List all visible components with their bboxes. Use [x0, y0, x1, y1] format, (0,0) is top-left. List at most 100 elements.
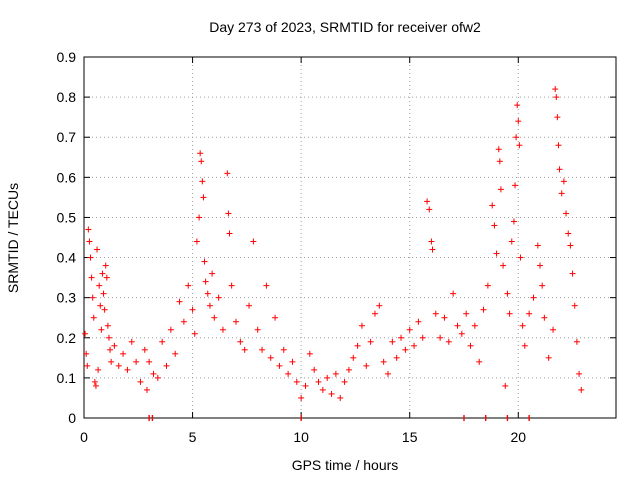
data-point [167, 326, 174, 333]
data-point [576, 370, 583, 377]
data-point [105, 334, 112, 341]
data-point [445, 338, 452, 345]
data-point [450, 290, 457, 297]
axis-ticks [83, 56, 616, 419]
data-point [94, 246, 101, 253]
data-point [191, 330, 198, 337]
data-point [180, 318, 187, 325]
data-point [102, 262, 109, 269]
data-point [302, 382, 309, 389]
data-point [537, 262, 543, 269]
data-point [276, 362, 283, 369]
data-point [197, 150, 204, 157]
data-point [406, 326, 413, 333]
data-point [426, 206, 433, 213]
data-point [506, 310, 513, 317]
data-point [504, 290, 511, 297]
data-point [250, 238, 257, 245]
data-point [554, 114, 561, 121]
data-point [103, 274, 110, 281]
data-point [484, 282, 491, 289]
data-point [541, 314, 548, 321]
data-point [493, 250, 500, 257]
data-point [437, 334, 444, 341]
data-point [137, 378, 144, 385]
data-point [95, 366, 102, 373]
data-point [389, 338, 396, 345]
data-point [510, 218, 517, 225]
data-point [298, 394, 305, 401]
data-point [289, 358, 296, 365]
data-point [141, 346, 148, 353]
data-point [393, 354, 400, 361]
data-point [539, 282, 546, 289]
data-point [526, 310, 533, 317]
data-point [398, 334, 405, 341]
x-tick-label: 10 [293, 429, 309, 445]
data-point [515, 118, 522, 125]
data-point [176, 298, 183, 305]
data-point [563, 210, 570, 217]
data-point [96, 282, 103, 289]
data-point [237, 338, 244, 345]
data-point [201, 258, 208, 265]
data-point [471, 322, 478, 329]
data-point [82, 330, 89, 337]
data-point [91, 378, 98, 385]
data-point [489, 202, 496, 209]
data-point [519, 322, 526, 329]
data-point [200, 194, 207, 201]
data-point [198, 158, 205, 165]
data-point [534, 242, 541, 249]
data-point [429, 246, 436, 253]
data-point [272, 314, 279, 321]
data-point [90, 314, 97, 321]
y-tick-label: 0.9 [57, 49, 77, 65]
data-point [87, 254, 94, 261]
data-point [514, 102, 521, 109]
data-point [419, 334, 426, 341]
data-point [380, 358, 387, 365]
data-point [163, 362, 170, 369]
data-point [441, 314, 448, 321]
data-point [193, 238, 200, 245]
x-tick-label: 5 [189, 429, 197, 445]
data-point [517, 254, 524, 261]
data-point [211, 314, 218, 321]
y-tick-label: 0.8 [57, 89, 77, 105]
data-point [209, 270, 216, 277]
tick-labels: 0 0.1 0.2 0.3 0.4 0.5 0.6 0.7 0.8 0.9 0 5 10 15 20 [57, 49, 527, 445]
data-point [550, 326, 557, 333]
data-point [315, 378, 322, 385]
data-point [185, 282, 192, 289]
data-point [97, 302, 104, 309]
data-point [311, 366, 318, 373]
data-point [367, 338, 374, 345]
data-point [215, 294, 222, 301]
data-point [101, 306, 108, 313]
data-point [578, 386, 585, 393]
data-point [124, 366, 131, 373]
data-point [345, 366, 352, 373]
data-point [84, 362, 91, 369]
x-axis-label: GPS time / hours [292, 457, 399, 473]
y-tick-label: 0.1 [57, 370, 77, 386]
data-point [150, 370, 157, 377]
data-point [99, 270, 106, 277]
data-point [495, 146, 502, 153]
data-point [246, 302, 253, 309]
data-point [133, 358, 140, 365]
data-point [463, 310, 470, 317]
data-point [552, 86, 559, 93]
data-point [204, 290, 211, 297]
data-point [350, 354, 357, 361]
y-axis-label: SRMTID / TECUs [5, 183, 21, 293]
data-point [480, 306, 487, 313]
data-point [555, 142, 562, 149]
data-point [354, 342, 361, 349]
data-point [358, 322, 365, 329]
data-point [458, 330, 465, 337]
data-point [233, 318, 239, 325]
